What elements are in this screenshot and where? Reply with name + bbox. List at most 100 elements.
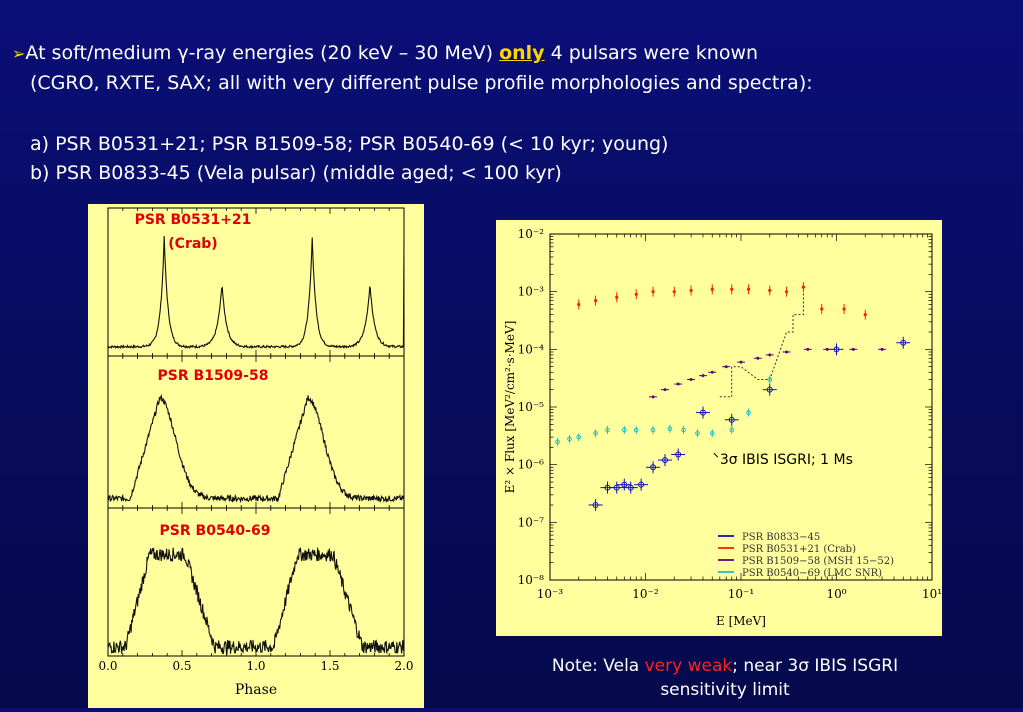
x-tick-label: 2.0 (394, 659, 413, 673)
x-tick-label: 0.5 (172, 659, 191, 673)
profile-label: PSR B0531+21 (135, 212, 252, 228)
y-tick-label: 10⁻⁴ (518, 342, 545, 356)
y-tick-label: 10⁻³ (518, 285, 545, 299)
b0540-point (681, 427, 686, 433)
y-tick-label: 10⁻⁷ (518, 515, 545, 529)
b0540-point (567, 436, 572, 442)
b0540-point (633, 427, 639, 433)
b1509-point (663, 388, 667, 392)
b1509-point (825, 347, 829, 351)
profile-label: PSR B0540-69 (160, 523, 271, 539)
vela-point (833, 346, 840, 353)
y-tick-label: 10⁻⁶ (518, 458, 545, 472)
vela-point (699, 409, 706, 416)
note-line2: sensitivity limit (660, 680, 790, 700)
b1509-point (676, 382, 680, 386)
profile-frame (107, 207, 405, 357)
crab-point (689, 288, 693, 293)
b1509-point (851, 347, 855, 351)
crab-point (746, 287, 751, 291)
b1509-point (768, 353, 772, 357)
x-tick-label: 10⁻² (632, 587, 659, 601)
crab-point (710, 287, 714, 291)
b0540-point (605, 427, 610, 433)
crab-point (593, 298, 598, 303)
b1509-point (710, 370, 714, 374)
x-axis-label: Phase (235, 682, 277, 698)
crab-point (768, 288, 772, 293)
bullet-line-1: ➢At soft/medium γ-ray energies (20 keV –… (12, 38, 758, 69)
item-a: a) PSR B0531+21; PSR B1509-58; PSR B0540… (30, 133, 669, 155)
note-suffix: ; near 3σ IBIS ISGRI (732, 656, 899, 676)
sensitivity-annotation: 3σ IBIS ISGRI; 1 Ms (720, 452, 853, 468)
x-tick-label: 0.0 (98, 659, 117, 673)
vela-point (627, 484, 634, 491)
y-axis-label: E² × Flux [MeV²/cm²·s·MeV] (503, 321, 517, 494)
crab-point (672, 290, 676, 294)
sensitivity-line (719, 291, 804, 398)
x-axis-label: E [MeV] (716, 614, 766, 628)
crab-point (820, 307, 824, 311)
line1-only: only (499, 42, 545, 64)
crab-point (730, 287, 734, 291)
b1509-point (701, 374, 705, 378)
b1509-point (739, 360, 743, 364)
crab-point (577, 302, 581, 307)
crab-point (634, 292, 638, 296)
vela-point (766, 386, 773, 393)
pulse-profiles-panel: PSR B0531+21 (Crab) PSR B1509-58 PSR B0540-… (88, 204, 424, 708)
vela-point (728, 416, 735, 423)
b1509-point (724, 365, 728, 369)
x-tick-label: 10⁰ (826, 587, 846, 601)
x-tick-label: 1.5 (320, 659, 339, 673)
profile-label: PSR B1509-58 (158, 368, 269, 384)
pulse-profile-curve (107, 547, 405, 656)
spectra-chart: 10⁻³ 10⁻² 10⁻¹ 10⁰ 10¹ 10⁻² 10⁻³ 10⁻⁴ 10⁻⁵ 10⁻⁶ 10… (503, 227, 942, 628)
note-highlight: very weak (644, 656, 733, 676)
vela-point (650, 464, 657, 471)
arrow-bullet-icon: ➢ (12, 44, 26, 63)
y-tick-label: 10⁻⁵ (518, 400, 545, 414)
spectra-panel: 10⁻³ 10⁻² 10⁻¹ 10⁰ 10¹ 10⁻² 10⁻³ 10⁻⁴ 10⁻⁵ 10⁻⁶ 10… (496, 220, 942, 636)
b0540-point (593, 430, 598, 436)
b0540-point (729, 427, 735, 433)
annotation-arrow (713, 452, 719, 458)
x-tick-label: 10⁻¹ (728, 587, 754, 601)
pulse-profiles-chart: PSR B0531+21 (Crab) PSR B1509-58 PSR B0540-… (98, 207, 414, 698)
b1509-point (880, 347, 884, 351)
line1-part2: 4 pulsars were known (544, 42, 759, 64)
crab-point (651, 290, 655, 294)
b1509-point (689, 377, 693, 381)
b0540-point (667, 426, 673, 432)
vela-point (613, 484, 620, 491)
b0540-point (695, 430, 700, 436)
vela-point (638, 481, 645, 488)
note-prefix: Note: Vela (551, 656, 645, 676)
b0540-point (555, 439, 560, 445)
b1509-point (806, 347, 810, 351)
y-tick-label: 10⁻⁸ (518, 573, 545, 587)
x-tick-label: 10¹ (922, 587, 942, 601)
b1509-point (651, 395, 655, 399)
item-b: b) PSR B0833-45 (Vela pulsar) (middle ag… (30, 162, 562, 184)
b0540-point (622, 427, 627, 433)
legend-entry: PSR B0531+21 (Crab) (742, 544, 856, 555)
b0540-point (709, 430, 715, 436)
vela-point (675, 451, 682, 458)
profile-label-sub: (Crab) (168, 236, 217, 252)
b0540-point (746, 410, 751, 415)
b0540-point (767, 377, 773, 382)
vela-point (592, 501, 599, 508)
vela-point (900, 339, 907, 346)
crab-point (784, 290, 789, 294)
crab-point (863, 313, 867, 317)
x-tick-label: 1.0 (246, 659, 265, 673)
legend-entry: PSR B0833−45 (742, 532, 820, 543)
pulse-profile-curve (107, 393, 405, 504)
b1509-point (756, 356, 760, 360)
legend-entry: PSR B0540−69 (LMC SNR) (742, 568, 882, 579)
b0540-point (576, 434, 582, 440)
bullet-line-2: (CGRO, RXTE, SAX; all with very differen… (30, 72, 813, 94)
crab-point (801, 285, 805, 289)
line1-part1: At soft/medium γ-ray energies (20 keV – … (25, 42, 500, 64)
